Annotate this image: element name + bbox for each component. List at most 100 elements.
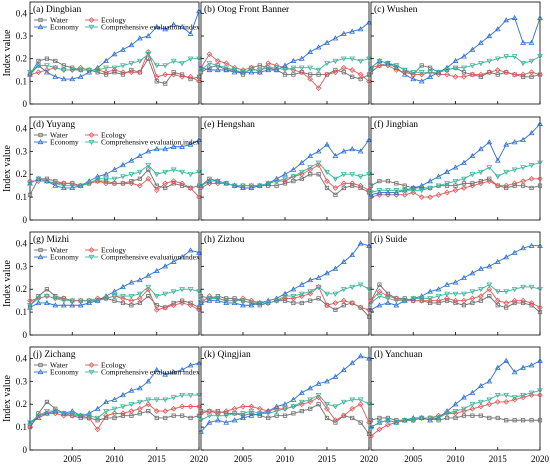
data-point <box>494 26 501 32</box>
data-point <box>196 289 202 295</box>
data-point <box>357 401 364 408</box>
data-point <box>410 76 417 82</box>
data-point <box>418 293 425 299</box>
data-point <box>120 174 126 180</box>
data-point <box>537 310 543 315</box>
data-point <box>461 176 467 182</box>
data-point <box>256 69 263 75</box>
data-point <box>162 26 169 32</box>
y-tick-label: 0.3 <box>16 146 28 156</box>
data-point <box>153 187 160 194</box>
data-point <box>215 408 220 414</box>
data-point <box>120 293 126 300</box>
data-point <box>196 249 202 255</box>
data-point <box>385 189 391 195</box>
data-point <box>27 70 33 76</box>
data-point <box>214 58 221 64</box>
data-point <box>170 21 177 27</box>
data-point <box>111 293 118 300</box>
x-tick-label: 2010 <box>447 454 466 464</box>
data-point <box>521 74 526 79</box>
data-point <box>444 298 450 303</box>
data-point <box>162 263 169 269</box>
legend-label: Ecology <box>101 361 126 370</box>
data-point <box>171 181 176 186</box>
data-point <box>357 174 364 180</box>
data-point <box>265 66 272 73</box>
data-point <box>324 39 330 45</box>
data-point <box>198 408 204 414</box>
data-point <box>537 388 543 394</box>
data-point <box>461 185 467 191</box>
series-line-comprehensive-evaluation-index <box>29 164 200 187</box>
data-point <box>35 176 42 182</box>
series-line-comprehensive-evaluation-index <box>370 162 541 193</box>
data-point <box>248 183 255 189</box>
data-point <box>452 164 459 170</box>
data-point <box>340 180 347 187</box>
data-point <box>198 300 204 306</box>
data-point <box>198 298 204 304</box>
data-point <box>163 415 168 421</box>
data-point <box>366 78 372 85</box>
series-line-ecology <box>200 396 370 423</box>
data-point <box>273 66 280 73</box>
data-point <box>436 418 441 423</box>
data-point <box>528 175 535 182</box>
data-point <box>170 395 177 401</box>
data-point <box>95 418 100 423</box>
data-point <box>427 194 434 200</box>
data-point <box>128 42 135 48</box>
y-tick-label: 0 <box>23 330 28 340</box>
panel-title: (k) Qingjian <box>204 349 251 360</box>
data-point <box>171 413 176 418</box>
data-point <box>290 293 297 300</box>
data-point <box>162 169 169 175</box>
data-point <box>223 299 230 306</box>
series-line-economy <box>370 245 540 311</box>
data-point <box>27 303 33 309</box>
panel-title: (j) Zichang <box>33 349 76 360</box>
series-line-economy <box>200 355 370 432</box>
data-point <box>196 136 202 142</box>
data-point <box>145 401 152 408</box>
data-point <box>198 64 204 70</box>
data-point <box>324 185 330 191</box>
data-point <box>401 69 408 76</box>
data-point <box>256 67 263 74</box>
data-point <box>324 270 330 276</box>
data-point <box>350 415 355 421</box>
data-point <box>495 303 500 308</box>
data-point <box>368 433 374 440</box>
data-point <box>136 399 143 405</box>
x-tick-label: 2020 <box>531 454 550 464</box>
data-point <box>223 65 230 71</box>
data-point <box>44 408 50 415</box>
data-point <box>179 72 185 77</box>
data-point <box>69 412 76 419</box>
panel-5 <box>200 116 370 221</box>
data-point <box>52 182 59 188</box>
data-point <box>315 85 322 91</box>
data-point <box>340 64 347 71</box>
data-point <box>162 304 169 311</box>
data-point <box>503 399 510 405</box>
legend-label: Economy <box>50 23 79 32</box>
data-point <box>231 67 238 74</box>
data-point <box>324 415 330 421</box>
data-point <box>376 188 383 194</box>
data-point <box>486 165 493 171</box>
data-point <box>340 56 347 62</box>
data-point <box>69 298 76 304</box>
panel-frame <box>370 346 541 451</box>
data-point <box>512 300 517 306</box>
data-point <box>170 167 177 173</box>
data-point <box>503 392 510 399</box>
data-point <box>528 362 535 368</box>
data-point <box>503 169 510 175</box>
data-point <box>129 67 134 73</box>
data-point <box>69 67 76 74</box>
data-point <box>324 405 330 412</box>
data-point <box>111 288 118 294</box>
data-point <box>444 408 450 414</box>
